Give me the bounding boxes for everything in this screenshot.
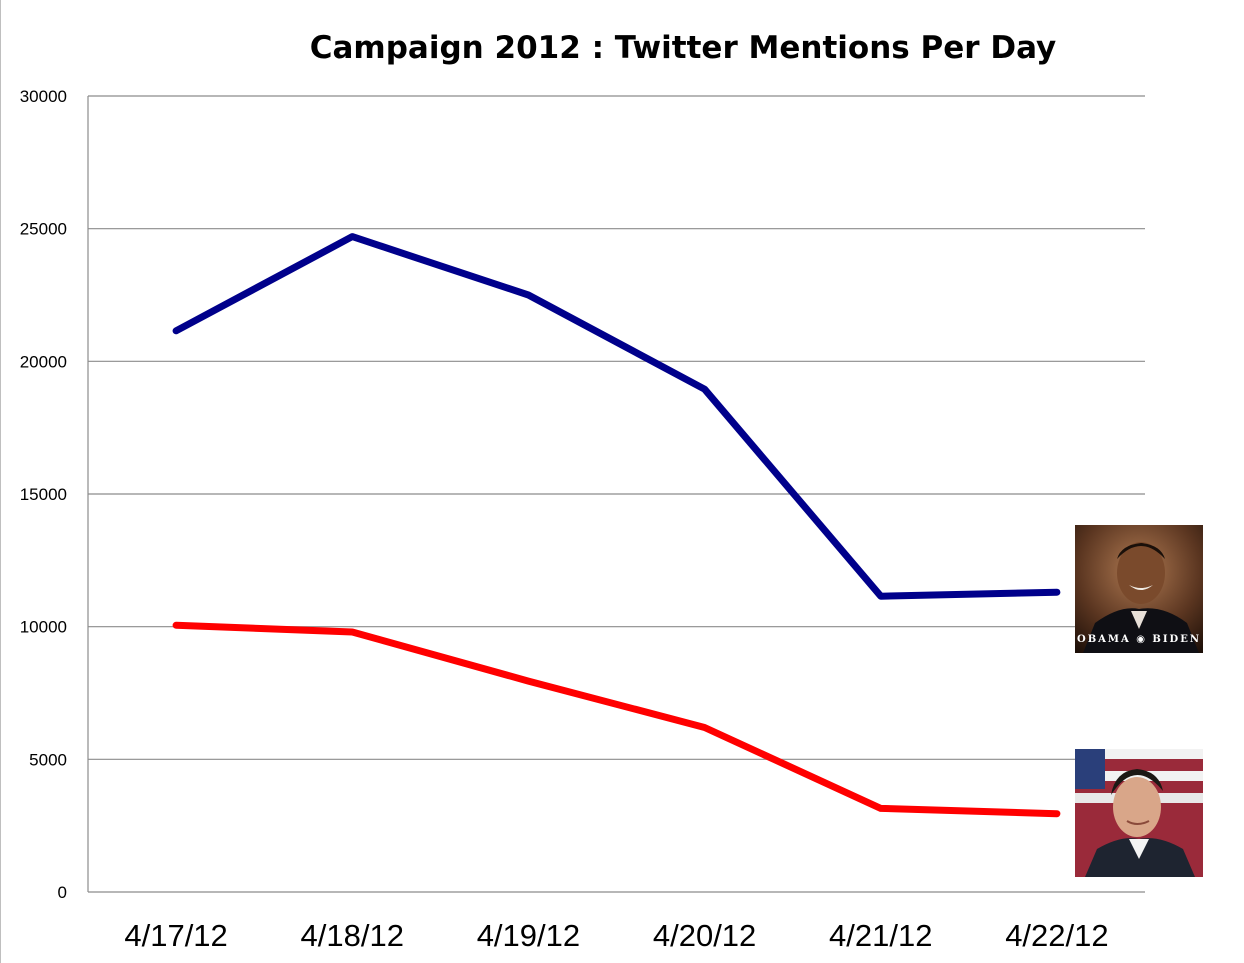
y-axis-ticks: 0 5000 10000 15000 20000 25000 30000 [20,87,67,902]
series-lines [172,233,1061,818]
y-tick-label: 5000 [29,750,67,769]
grid-lines [87,95,1145,893]
y-tick-label: 30000 [20,87,67,106]
x-tick-label: 4/20/12 [653,918,756,953]
series-line-1 [172,233,1061,600]
y-tick-label: 15000 [20,485,67,504]
chart-title: Campaign 2012 : Twitter Mentions Per Day [310,30,1057,66]
x-tick-label: 4/19/12 [477,918,580,953]
obama-biden-caption: OBAMA ◉ BIDEN [1077,634,1201,645]
y-tick-label: 25000 [20,220,67,239]
series-line-2 [172,621,1061,818]
x-tick-label: 4/17/12 [124,918,227,953]
y-tick-label: 20000 [20,352,67,371]
x-axis-ticks: 4/17/12 4/18/12 4/19/12 4/20/12 4/21/12 4/22/… [124,918,1108,953]
romney-portrait-icon [1075,749,1203,877]
y-tick-label: 10000 [20,618,67,637]
y-tick-label: 0 [58,883,67,902]
x-tick-label: 4/21/12 [829,918,932,953]
obama-biden-portrait-icon: OBAMA ◉ BIDEN [1075,525,1203,653]
page-left-border [0,0,1,963]
x-tick-label: 4/18/12 [301,918,404,953]
x-tick-label: 4/22/12 [1005,918,1108,953]
